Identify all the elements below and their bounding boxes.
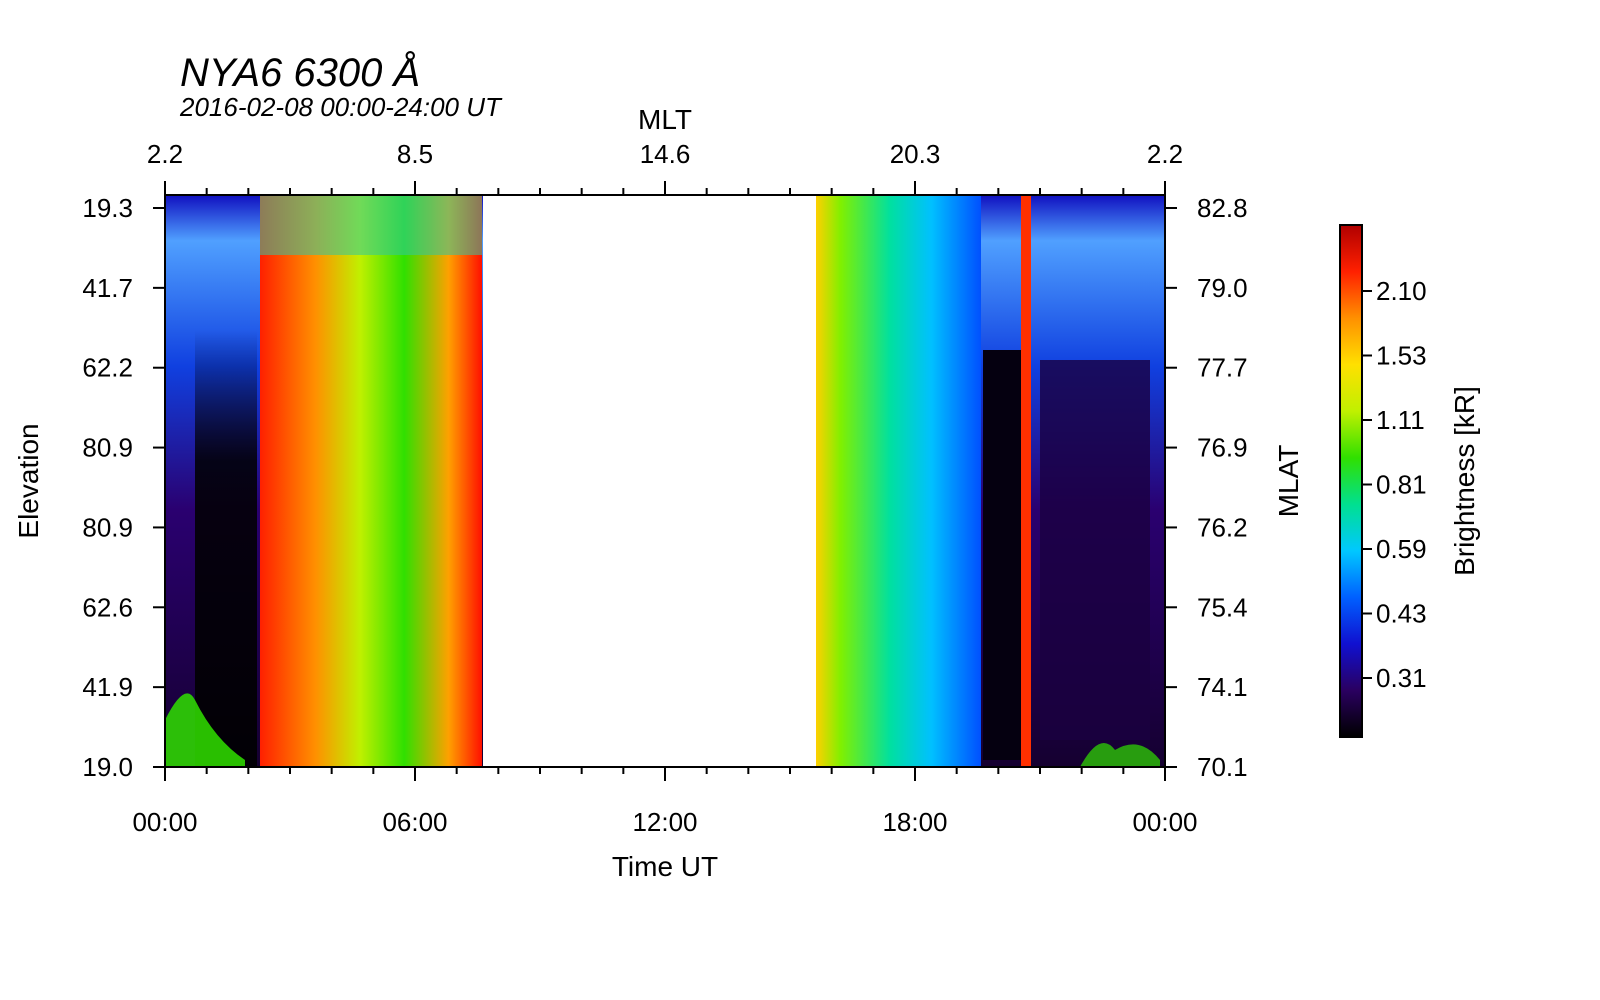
y-tick-label: 41.9 [82,672,133,702]
y-tick-label: 80.9 [82,512,133,542]
heatmap-data-gap [483,195,816,767]
colorbar-tick-label: 1.11 [1376,405,1425,435]
colorbar-gradient [1339,224,1363,738]
top-axis-label: MLT [638,104,692,135]
y-tick-label: 41.7 [82,273,133,303]
y-tick-label: 62.2 [82,353,133,383]
colorbar-tick-label: 0.59 [1376,534,1427,564]
colorbar-tick-label: 1.53 [1376,341,1427,371]
y-tick-label: 80.9 [82,433,133,463]
top-tick-label: 20.3 [890,139,941,169]
heatmap-evening-block [816,195,981,767]
heatmap-bottom-glow-start [165,693,245,767]
right-tick-label: 76.9 [1197,433,1248,463]
colorbar-tick-label: 0.81 [1376,470,1427,500]
y-tick-label: 19.3 [82,193,133,223]
heatmap-dark-band-evening [983,350,1023,760]
x-tick-label: 12:00 [632,807,697,837]
y-tick-label: 62.6 [82,592,133,622]
x-tick-label: 06:00 [382,807,447,837]
y-tick-label: 19.0 [82,752,133,782]
heatmap-dark-band-early [195,330,257,767]
x-tick-label: 00:00 [132,807,197,837]
x-tick-label: 18:00 [882,807,947,837]
colorbar-label: Brightness [kR] [1449,386,1480,576]
colorbar: 2.10 1.53 1.11 0.81 0.59 0.43 0.31 [1339,224,1427,738]
top-tick-label: 14.6 [640,139,691,169]
y-axis-label: Elevation [13,423,44,538]
chart-subtitle: 2016-02-08 00:00-24:00 UT [179,92,503,122]
right-tick-label: 75.4 [1197,592,1248,622]
right-tick-label: 74.1 [1197,672,1248,702]
right-tick-label: 76.2 [1197,512,1248,542]
heatmap-plot-area [165,195,1165,767]
top-tick-label: 2.2 [1147,139,1183,169]
colorbar-tick-label: 0.43 [1376,599,1427,629]
right-y-axis-label: MLAT [1273,445,1304,518]
right-tick-label: 70.1 [1197,752,1248,782]
heatmap-morning-top [260,195,482,255]
right-tick-label: 82.8 [1197,193,1248,223]
heatmap-late-dark [1040,360,1150,740]
colorbar-tick-label: 0.31 [1376,663,1427,693]
right-tick-label: 79.0 [1197,273,1248,303]
colorbar-tick-label: 2.10 [1376,276,1427,306]
top-tick-label: 2.2 [147,139,183,169]
x-axis-label: Time UT [612,851,718,882]
chart-title: NYA6 6300 Å [180,50,420,95]
x-tick-label: 00:00 [1132,807,1197,837]
top-tick-label: 8.5 [397,139,433,169]
right-tick-label: 77.7 [1197,353,1248,383]
axes-group: 00:00 06:00 12:00 18:00 00:00 2.2 8.5 14.6 20.3 2… [82,139,1247,837]
heatmap-bottom-glow-end [1080,742,1160,767]
heatmap-bright-morning [260,195,482,767]
heatmap-narrow-arc [1021,195,1031,767]
